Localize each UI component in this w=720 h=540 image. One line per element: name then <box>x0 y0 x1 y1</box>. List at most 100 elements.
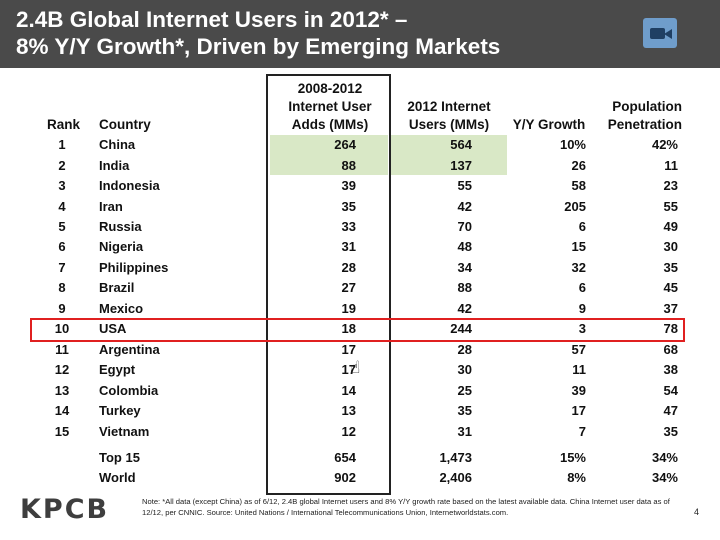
footnote: Note: *All data (except China) as of 6/1… <box>142 497 670 517</box>
cell-adds: 12 <box>341 424 356 439</box>
cell-penetration: 47 <box>663 403 678 418</box>
cell-country: China <box>99 137 136 152</box>
cell-rank: 12 <box>54 362 70 377</box>
cell-country: Brazil <box>99 280 135 295</box>
cell-rank: 11 <box>55 342 69 357</box>
cell-users: 88 <box>457 280 472 295</box>
total-label: Top 15 <box>99 450 140 465</box>
cell-penetration: 49 <box>663 219 678 234</box>
header-country: Country <box>99 117 151 132</box>
highlight-adds <box>270 135 388 175</box>
cell-growth: 11 <box>572 362 586 377</box>
cell-rank: 3 <box>58 178 66 193</box>
cell-adds: 17 <box>341 362 356 377</box>
cell-country: Egypt <box>99 362 136 377</box>
cell-rank: 5 <box>58 219 66 234</box>
cell-growth: 6 <box>578 219 586 234</box>
cell-rank: 9 <box>58 301 66 316</box>
cell-adds: 17 <box>341 342 356 357</box>
cell-adds: 264 <box>334 137 356 152</box>
cell-adds: 27 <box>341 280 356 295</box>
cell-penetration: 42% <box>651 137 678 152</box>
cell-users: 30 <box>457 362 472 377</box>
cell-growth: 9 <box>578 301 586 316</box>
highlight-users <box>390 135 507 175</box>
slide-title: 2.4B Global Internet Users in 2012* – 8%… <box>16 7 501 59</box>
cell-penetration: 23 <box>663 178 678 193</box>
cell-growth: 39 <box>571 383 586 398</box>
cell-adds: 18 <box>341 321 356 336</box>
cell-country: Indonesia <box>99 178 160 193</box>
cell-users: 35 <box>457 403 472 418</box>
cell-users: 55 <box>457 178 472 193</box>
total-penetration: 34% <box>651 450 678 465</box>
total-growth: 8% <box>567 470 586 485</box>
cell-penetration: 45 <box>663 280 678 295</box>
cell-rank: 14 <box>54 403 70 418</box>
total-label: World <box>99 470 136 485</box>
header-rank: Rank <box>47 117 81 132</box>
kpcb-logo: KPCB <box>20 494 110 525</box>
cell-growth: 15 <box>571 239 586 254</box>
cell-country: USA <box>99 321 127 336</box>
header-adds: 2008-2012 Internet User Adds (MMs) <box>288 81 372 132</box>
cell-users: 25 <box>457 383 472 398</box>
cell-rank: 4 <box>58 199 66 214</box>
cell-country: Turkey <box>99 403 141 418</box>
cell-adds: 33 <box>341 219 356 234</box>
cell-growth: 17 <box>571 403 586 418</box>
header-users: 2012 Internet Users (MMs) <box>407 99 491 132</box>
cell-rank: 10 <box>54 321 70 336</box>
cell-penetration: 35 <box>663 260 678 275</box>
cell-users: 31 <box>457 424 472 439</box>
cell-growth: 26 <box>571 158 586 173</box>
cell-country: Argentina <box>99 342 160 357</box>
cell-adds: 39 <box>341 178 356 193</box>
cell-penetration: 11 <box>664 158 678 173</box>
slide-header: 2.4B Global Internet Users in 2012* – 8%… <box>0 0 720 68</box>
cell-users: 48 <box>457 239 472 254</box>
cell-penetration: 38 <box>663 362 678 377</box>
page-number: 4 <box>694 507 700 517</box>
adds-column-box <box>266 74 391 495</box>
cell-country: Russia <box>99 219 142 234</box>
cell-rank: 6 <box>58 239 66 254</box>
cell-country: Iran <box>99 199 123 214</box>
cell-users: 28 <box>457 342 472 357</box>
cell-growth: 57 <box>571 342 586 357</box>
cell-growth: 3 <box>578 321 586 336</box>
cell-users: 42 <box>457 301 472 316</box>
cell-adds: 14 <box>341 383 356 398</box>
total-penetration: 34% <box>651 470 678 485</box>
cell-country: Philippines <box>99 260 169 275</box>
header-penetration: Population Penetration <box>607 99 682 132</box>
cell-users: 34 <box>457 260 472 275</box>
total-growth: 15% <box>559 450 586 465</box>
cell-country: Vietnam <box>99 424 150 439</box>
header-growth: Y/Y Growth <box>512 117 586 132</box>
cell-rank: 8 <box>58 280 66 295</box>
cell-penetration: 35 <box>663 424 678 439</box>
total-adds: 654 <box>334 450 356 465</box>
cell-rank: 1 <box>58 137 66 152</box>
video-camera-icon[interactable] <box>643 18 677 48</box>
cell-users: 564 <box>450 137 472 152</box>
cell-rank: 15 <box>54 424 70 439</box>
cell-adds: 35 <box>341 199 356 214</box>
cell-country: Mexico <box>99 301 144 316</box>
cell-penetration: 30 <box>663 239 678 254</box>
cell-penetration: 37 <box>663 301 678 316</box>
cell-users: 244 <box>450 321 472 336</box>
cell-growth: 6 <box>578 280 586 295</box>
cell-rank: 13 <box>54 383 70 398</box>
cell-country: India <box>99 158 130 173</box>
cell-country: Nigeria <box>99 239 144 254</box>
cell-adds: 19 <box>341 301 356 316</box>
cell-rank: 7 <box>58 260 66 275</box>
cell-users: 137 <box>450 158 472 173</box>
cell-penetration: 68 <box>663 342 678 357</box>
hand-cursor-icon: ☝ <box>350 358 361 377</box>
cell-growth: 205 <box>564 199 586 214</box>
total-adds: 902 <box>334 470 356 485</box>
cell-growth: 32 <box>571 260 586 275</box>
